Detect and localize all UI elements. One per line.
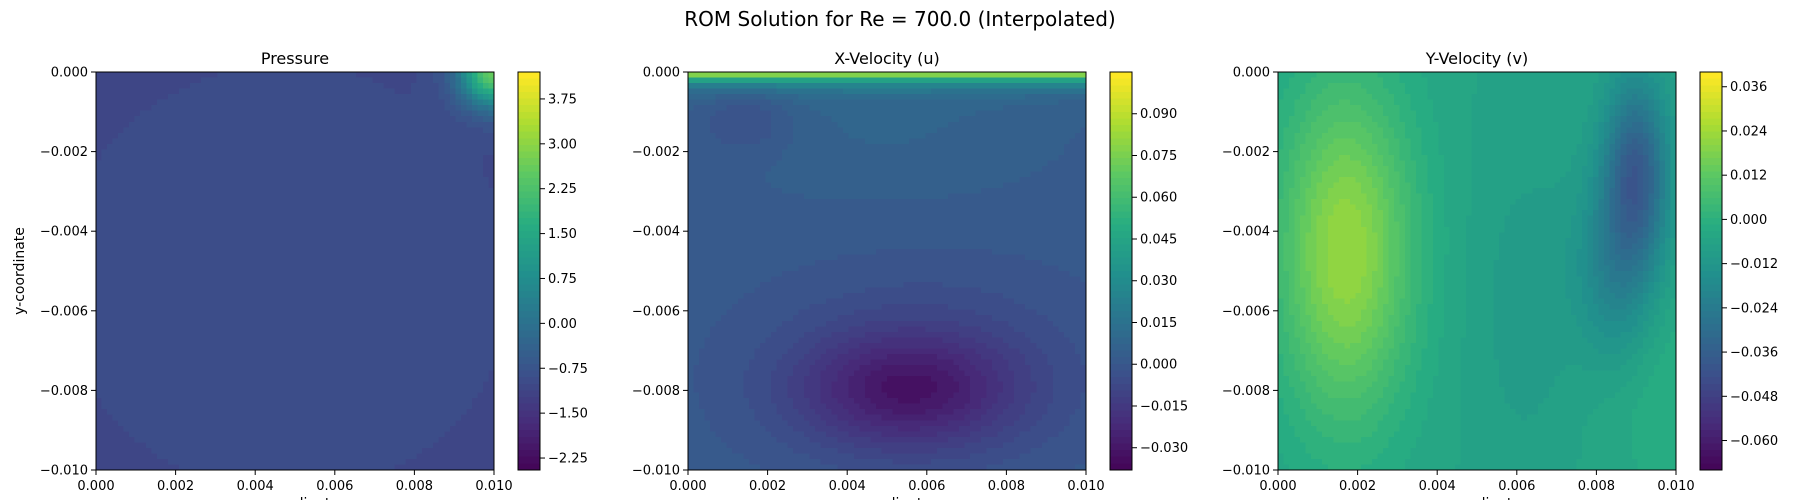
colorbar-tick-label: 0.045 xyxy=(1140,232,1177,247)
y-tick-label: −0.002 xyxy=(1222,145,1270,160)
x-tick-label: 0.008 xyxy=(396,479,433,494)
colorbar-tick-label: 0.015 xyxy=(1140,316,1177,331)
colorbar-tick-label: −0.024 xyxy=(1730,301,1778,316)
x-tick-label: 0.008 xyxy=(1578,479,1615,494)
colorbar: 0.090 0.075 0.060 0.045 0.030 0.015 0.000 −0.01… xyxy=(1109,71,1188,471)
y-tick-label: −0.002 xyxy=(40,145,88,160)
y-tick-label: −0.008 xyxy=(632,384,680,399)
x-tick-label: 0.002 xyxy=(157,479,194,494)
colorbar-tick-label: −0.048 xyxy=(1730,390,1778,405)
colorbar: 3.75 3.00 2.25 1.50 0.75 0.00 −0.75 −1.50 −2.25 xyxy=(517,71,588,471)
colorbar-tick-label: 0.024 xyxy=(1730,124,1767,139)
colorbar-tick-label: 0.75 xyxy=(548,272,577,287)
colorbar-tick-label: 0.060 xyxy=(1140,191,1177,206)
colorbar-tick-label: −0.030 xyxy=(1140,441,1188,456)
x-tick-label: 0.000 xyxy=(77,479,114,494)
x-tick-label: 0.000 xyxy=(1259,479,1296,494)
colorbar-tick-label: 0.000 xyxy=(1140,358,1177,373)
figure-title: ROM Solution for Re = 700.0 (Interpolate… xyxy=(684,7,1115,31)
x-axis-label: x-coordinate xyxy=(1433,496,1521,500)
colorbar-tick-label: 0.030 xyxy=(1140,274,1177,289)
heatmap-field xyxy=(1278,72,1677,471)
colorbar-tick-label: −0.060 xyxy=(1730,434,1778,449)
colorbar-tick-label: −2.25 xyxy=(548,452,588,467)
y-tick-label: 0.000 xyxy=(1233,66,1270,81)
colorbar-tick-label: 0.012 xyxy=(1730,169,1767,184)
heatmap-field xyxy=(688,72,1087,471)
y-tick-label: −0.006 xyxy=(632,304,680,319)
colorbar-tick-label: 0.00 xyxy=(548,317,577,332)
axes-frame xyxy=(1277,71,1677,471)
y-tick-label: −0.004 xyxy=(40,225,88,240)
colorbar-tick-label: 2.25 xyxy=(548,182,577,197)
panel-2: X-Velocity (u) 0.000 0.002 0.004 0.006 0.008 0… xyxy=(632,49,1188,500)
colorbar-tick-label: 3.75 xyxy=(548,92,577,107)
colorbar-tick-label: 0.000 xyxy=(1730,213,1767,228)
y-tick-label: −0.008 xyxy=(40,384,88,399)
x-tick-label: 0.002 xyxy=(749,479,786,494)
y-tick-label: −0.010 xyxy=(40,464,88,479)
heatmap-field xyxy=(96,72,495,471)
x-tick-label: 0.004 xyxy=(237,479,274,494)
y-tick-label: −0.002 xyxy=(632,145,680,160)
colorbar-tick-label: 0.036 xyxy=(1730,80,1767,95)
axes-frame xyxy=(687,71,1087,471)
x-tick-label: 0.006 xyxy=(1498,479,1535,494)
x-tick-label: 0.006 xyxy=(316,479,353,494)
x-tick-label: 0.006 xyxy=(908,479,945,494)
panel-1: Pressure 0.000 0.002 0.004 0.006 0.008 0.010 0.… xyxy=(12,49,588,500)
axes-frame xyxy=(95,71,495,471)
x-tick-label: 0.004 xyxy=(1419,479,1456,494)
colorbar-tick-label: −1.50 xyxy=(548,407,588,422)
y-tick-label: −0.010 xyxy=(1222,464,1270,479)
y-tick-label: −0.004 xyxy=(632,225,680,240)
x-tick-label: 0.004 xyxy=(829,479,866,494)
x-axis-label: x-coordinate xyxy=(843,496,931,500)
x-tick-label: 0.000 xyxy=(669,479,706,494)
colorbar-tick-label: −0.75 xyxy=(548,362,588,377)
colorbar-tick-label: 3.00 xyxy=(548,137,577,152)
panel-title: Y-Velocity (v) xyxy=(1425,49,1529,68)
y-tick-label: −0.008 xyxy=(1222,384,1270,399)
y-tick-label: −0.010 xyxy=(632,464,680,479)
y-tick-label: −0.006 xyxy=(1222,304,1270,319)
colorbar-tick-label: 0.090 xyxy=(1140,107,1177,122)
y-axis-label: y-coordinate xyxy=(12,227,28,315)
colorbar-tick-label: −0.012 xyxy=(1730,257,1778,272)
colorbar-tick-label: −0.015 xyxy=(1140,399,1188,414)
x-tick-label: 0.002 xyxy=(1339,479,1376,494)
x-tick-label: 0.008 xyxy=(988,479,1025,494)
y-tick-label: −0.006 xyxy=(40,304,88,319)
panel-title: Pressure xyxy=(261,49,329,68)
colorbar: 0.036 0.024 0.012 0.000 −0.012 −0.024 −0.036 −0… xyxy=(1699,71,1778,471)
y-tick-label: 0.000 xyxy=(51,66,88,81)
colorbar-tick-label: 1.50 xyxy=(548,227,577,242)
panel-3: Y-Velocity (v) 0.000 0.002 0.004 0.006 0.008 0… xyxy=(1222,49,1778,500)
x-axis-label: x-coordinate xyxy=(251,496,339,500)
x-tick-label: 0.010 xyxy=(1067,479,1104,494)
x-tick-label: 0.010 xyxy=(1657,479,1694,494)
colorbar-tick-label: 0.075 xyxy=(1140,149,1177,164)
y-tick-label: 0.000 xyxy=(643,66,680,81)
x-tick-label: 0.010 xyxy=(475,479,512,494)
panel-title: X-Velocity (u) xyxy=(834,49,939,68)
colorbar-tick-label: −0.036 xyxy=(1730,346,1778,361)
y-tick-label: −0.004 xyxy=(1222,225,1270,240)
